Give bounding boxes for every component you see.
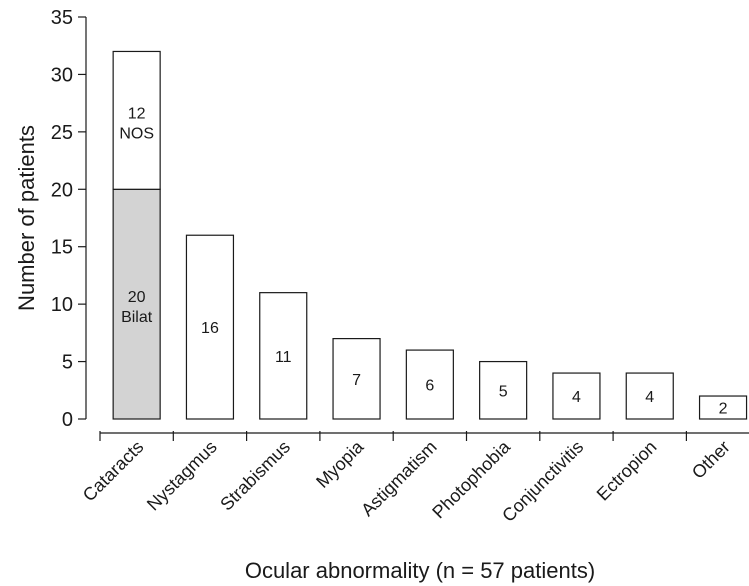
bar-label-photophobia: 5 [499,383,508,400]
x-tick-label-myopia: Myopia [312,436,368,492]
bar-label-strabismus: 11 [275,349,292,366]
y-tick-label-20: 20 [51,179,73,201]
x-tick-label-strabismus: Strabismus [216,437,294,515]
bar-label-conjunctivitis: 4 [572,389,581,406]
x-axis-label: Ocular abnormality (n = 57 patients) [245,558,595,583]
bar-label-cataracts-segment-1-line2: Bilat [121,309,153,326]
bar-ectropion [625,372,674,420]
x-tick-label-nystagmus: Nystagmus [143,437,221,515]
bars: 20 Bilat 12 NOS 16 11 7 6 5 4 4 2 [112,50,748,420]
bar-label-cataracts-segment-2-line2: NOS [119,125,154,142]
y-tick-label-5: 5 [62,352,73,374]
y-tick-label-15: 15 [51,237,73,259]
y-tick-label-0: 0 [62,409,73,431]
bar-cataracts-segment-2 [112,50,161,190]
y-tick-label-30: 30 [51,64,73,86]
y-tick-label-25: 25 [51,122,73,144]
bar-conjunctivitis [552,372,601,420]
bar-label-other: 2 [719,401,728,418]
bar-astigmatism [405,349,454,420]
x-tick-label-cataracts: Cataracts [79,437,148,506]
x-tick-label-other: Other [688,437,734,483]
bar-label-cataracts-segment-1-line1: 20 [128,289,146,306]
bar-photophobia [479,360,528,420]
x-axis [99,431,749,441]
bar-label-astigmatism: 6 [425,378,434,395]
y-axis-label: Number of patients [14,125,39,311]
bar-label-myopia: 7 [352,372,361,389]
bar-label-ectropion: 4 [645,389,654,406]
y-axis: 0 5 10 15 20 25 30 35 [51,7,87,431]
bar-strabismus [259,292,308,420]
bar-nystagmus [185,234,235,420]
y-tick-label-10: 10 [51,294,73,316]
bar-myopia [332,338,381,420]
bar-other [698,395,748,420]
y-tick-label-35: 35 [51,7,73,29]
bar-label-cataracts-segment-2-line1: 12 [128,105,146,122]
bar-label-nystagmus: 16 [201,320,219,337]
x-tick-label-ectropion: Ectropion [593,437,661,505]
